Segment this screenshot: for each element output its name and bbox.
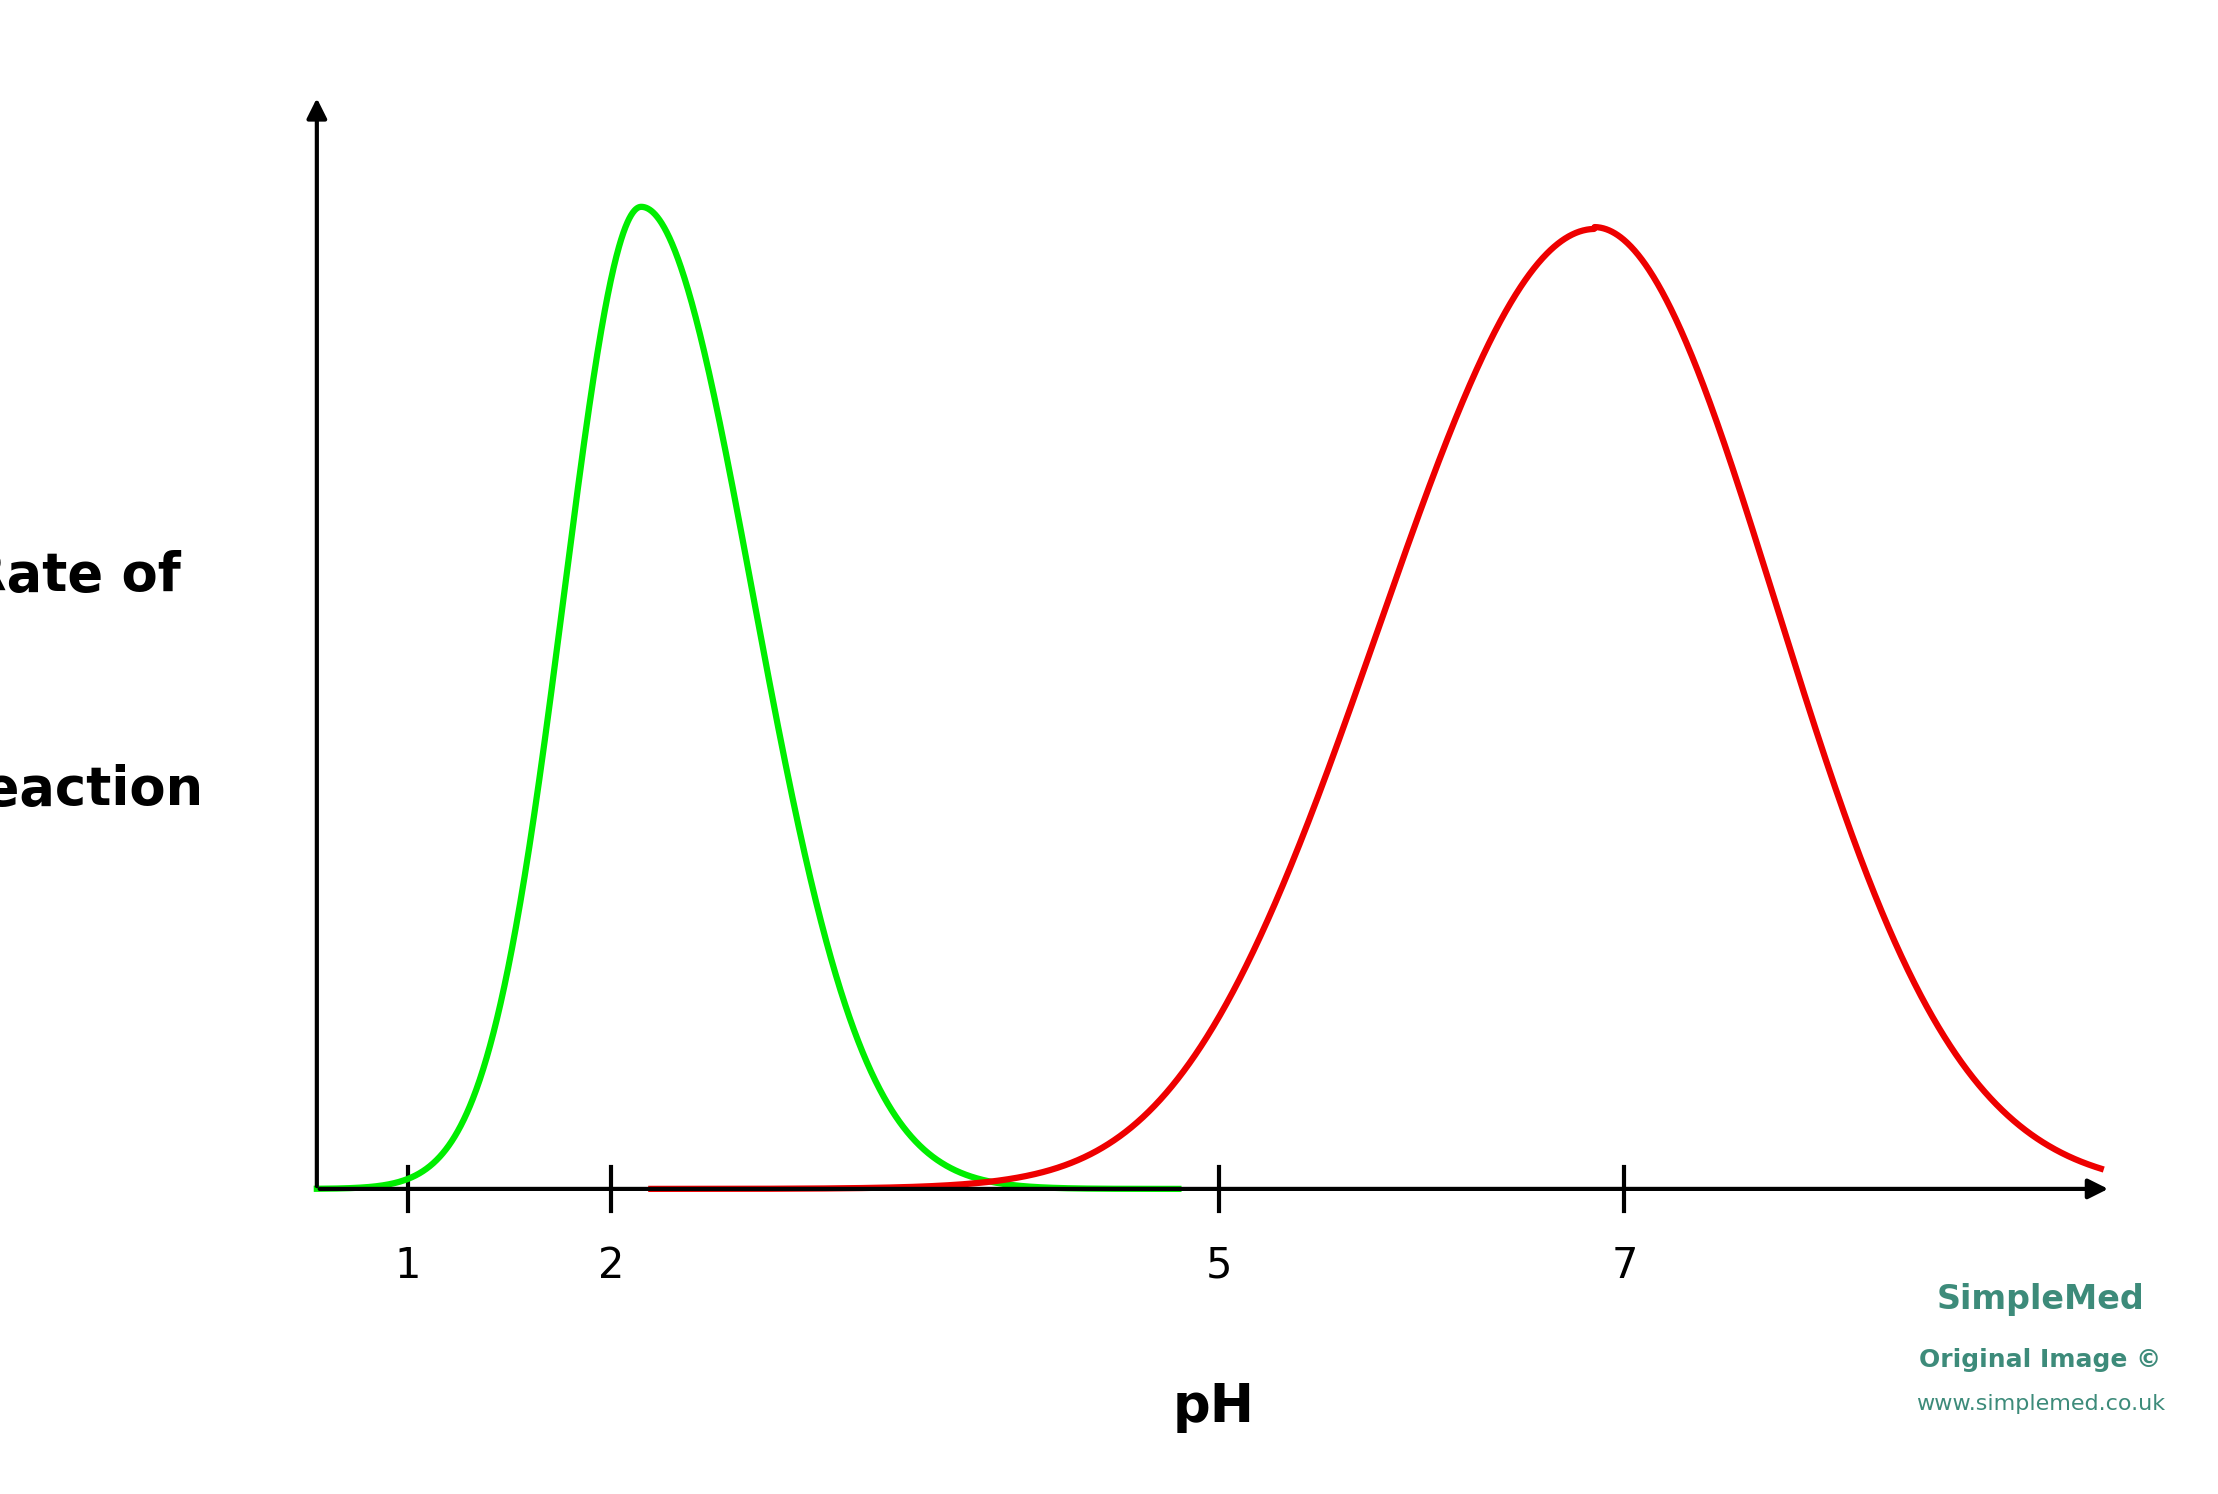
Text: 5: 5 [1207,1245,1233,1286]
Text: SimpleMed: SimpleMed [1936,1283,2145,1316]
Text: 1: 1 [395,1245,421,1286]
Text: Rate of: Rate of [0,550,182,602]
Text: 7: 7 [1610,1245,1637,1286]
Text: 2: 2 [597,1245,623,1286]
Text: Original Image ©: Original Image © [1919,1348,2163,1371]
Text: www.simplemed.co.uk: www.simplemed.co.uk [1916,1394,2165,1415]
Text: pH: pH [1173,1382,1255,1433]
Text: Reaction: Reaction [0,763,204,816]
